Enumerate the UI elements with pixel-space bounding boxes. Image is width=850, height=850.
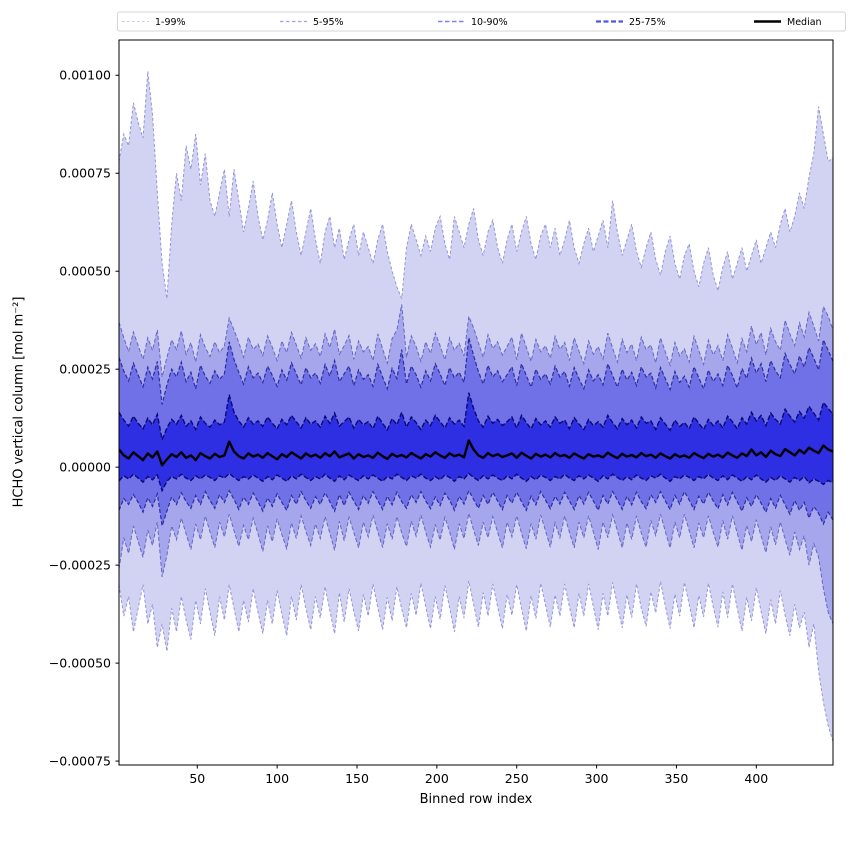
y-tick-label: −0.00050: [49, 655, 111, 670]
legend-label-3: 25-75%: [629, 17, 666, 28]
legend-label-2: 10-90%: [471, 17, 508, 28]
median-line: [119, 439, 833, 467]
y-tick-label: 0.00050: [59, 264, 111, 279]
x-tick-label: 300: [585, 771, 609, 786]
plot-border: [118, 39, 834, 766]
x-tick-label: 100: [265, 771, 289, 786]
legend-label-0: 1-99%: [155, 17, 186, 28]
band-edge-25-75-lower: [119, 472, 833, 493]
x-tick-label: 400: [744, 771, 768, 786]
band-fill-25-75: [119, 392, 833, 491]
band-edge-1-99-lower: [119, 580, 833, 742]
x-axis-label: Binned row index: [419, 792, 533, 807]
legend-box: [117, 11, 846, 32]
y-tick-label: −0.00075: [49, 753, 111, 768]
band-edge-5-95-upper: [119, 304, 833, 378]
y-tick-label: −0.00025: [49, 557, 111, 572]
band-edge-1-99-upper: [119, 71, 833, 299]
band-edge-10-90-lower: [119, 489, 833, 527]
x-tick-label: 50: [189, 771, 205, 786]
y-tick-label: 0.00100: [59, 68, 111, 83]
band-edge-5-95-lower: [119, 513, 833, 625]
x-tick-label: 250: [505, 771, 529, 786]
legend-label-1: 5-95%: [313, 17, 344, 28]
x-tick-label: 200: [425, 771, 449, 786]
band-edge-10-90-upper: [119, 337, 833, 405]
legend-label-4: Median: [787, 17, 822, 28]
x-tick-label: 150: [345, 771, 369, 786]
y-tick-label: 0.00075: [59, 166, 111, 181]
y-tick-label: 0.00000: [59, 459, 111, 474]
y-axis-label: HCHO vertical column [mol m⁻²]: [11, 296, 27, 508]
band-edge-25-75-upper: [119, 392, 833, 443]
y-tick-label: 0.00025: [59, 361, 111, 376]
x-tick-label: 350: [665, 771, 689, 786]
